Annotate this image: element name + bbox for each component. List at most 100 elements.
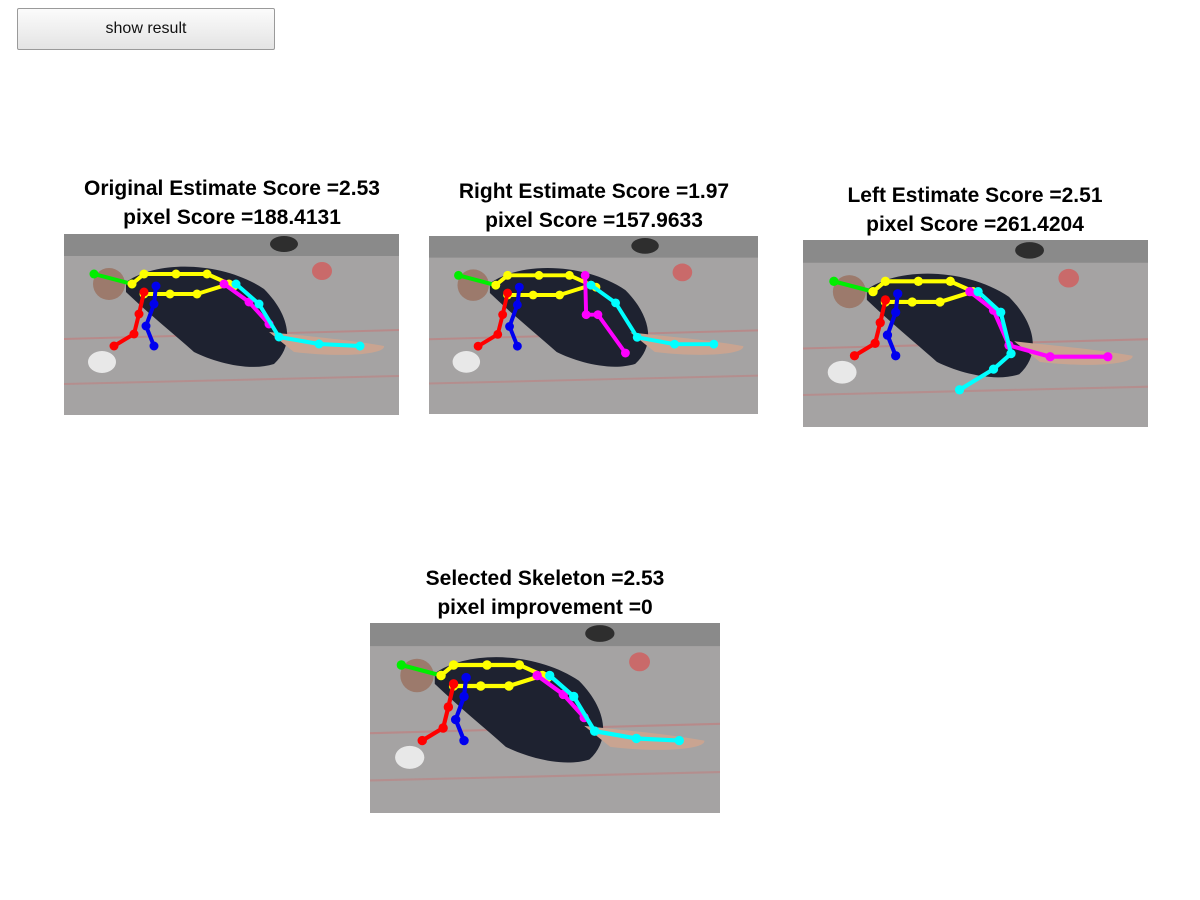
left-leg-joint	[674, 735, 684, 746]
right-arm-joint	[417, 735, 427, 746]
left-arm-joint	[149, 299, 159, 309]
sand-top-shadow	[370, 623, 720, 647]
sand-top-shadow	[803, 240, 1148, 263]
right-arm-joint	[498, 310, 508, 320]
left-leg-joint	[589, 726, 600, 736]
background-ball	[629, 652, 650, 672]
background-person	[270, 236, 298, 252]
left-arm-joint	[882, 330, 893, 340]
right-arm-limb	[420, 681, 456, 743]
right-arm-joint	[880, 295, 891, 305]
left-leg-joint	[355, 341, 365, 351]
right-arm-joint	[448, 679, 459, 689]
background-ball	[672, 263, 693, 282]
left-arm-joint	[512, 300, 522, 310]
torso-joint	[139, 269, 149, 279]
left-leg-joint	[631, 733, 642, 744]
left-estimate-title: Left Estimate Score =2.51 pixel Score =2…	[800, 181, 1150, 239]
torso-joint	[202, 269, 212, 279]
right-arm-joint	[134, 309, 144, 319]
right-leg-joint	[1103, 352, 1113, 362]
right-arm-limb	[112, 290, 146, 348]
right-arm-joint	[849, 351, 860, 361]
left-leg-joint	[632, 332, 642, 342]
head-joint	[396, 660, 407, 670]
right-arm-joint	[109, 341, 119, 351]
head-limb	[92, 272, 134, 286]
torso-joint	[127, 279, 137, 289]
torso-joint	[503, 270, 512, 280]
ball	[827, 360, 857, 384]
right-leg-limb	[583, 273, 628, 355]
left-leg-joint	[709, 339, 719, 349]
original-estimate-title: Original Estimate Score =2.53 pixel Scor…	[57, 174, 407, 232]
ball	[395, 745, 425, 769]
left-leg-joint	[314, 339, 324, 349]
left-arm-joint	[141, 321, 151, 331]
left-arm-joint	[149, 341, 159, 351]
ball	[88, 351, 116, 373]
head-joint	[829, 276, 839, 286]
torso-joint	[171, 269, 181, 279]
selected-skeleton-score: Selected Skeleton =2.53	[425, 567, 665, 590]
torso-joint	[482, 660, 492, 670]
right-arm-joint	[438, 723, 448, 733]
sand-top-shadow	[64, 234, 399, 256]
left-leg-joint	[988, 364, 999, 374]
selected-skeleton-title: Selected Skeleton =2.53 pixel improvemen…	[370, 564, 720, 622]
left-arm-limb	[885, 291, 900, 358]
background-person	[631, 237, 659, 254]
torso-joint	[935, 297, 945, 307]
head-joint	[454, 270, 463, 280]
right-arm-joint	[503, 288, 512, 298]
torso-joint	[555, 290, 565, 300]
right-arm-limb	[476, 291, 510, 349]
torso-joint	[491, 280, 501, 290]
left-arm-limb	[453, 675, 469, 743]
torso-joint	[476, 681, 486, 691]
torso-joint	[880, 276, 891, 286]
right-leg-joint	[219, 279, 229, 289]
right-leg-joint	[580, 270, 590, 280]
right-estimate-score: Right Estimate Score =1.97	[458, 180, 730, 203]
court-line	[64, 375, 399, 385]
left-leg-joint	[274, 332, 284, 342]
left-leg-joint	[1006, 348, 1016, 359]
ball	[452, 351, 481, 373]
right-arm-joint	[129, 329, 139, 339]
right-leg-joint	[532, 670, 542, 681]
right-arm-joint	[493, 329, 503, 339]
left-arm-joint	[514, 282, 524, 292]
head-limb	[831, 279, 876, 294]
left-estimate-image	[803, 240, 1148, 427]
head-limb	[399, 662, 444, 678]
right-leg-joint	[593, 310, 603, 320]
left-arm-joint	[891, 307, 901, 317]
left-leg-joint	[545, 670, 555, 681]
right-estimate-title: Right Estimate Score =1.97 pixel Score =…	[419, 177, 769, 235]
show-result-button[interactable]: show result	[17, 8, 275, 50]
left-pixel-score: pixel Score =261.4204	[866, 213, 1084, 236]
background-person	[585, 625, 615, 642]
left-arm-limb	[144, 284, 158, 348]
left-arm-limb	[507, 285, 522, 349]
left-leg-joint	[231, 279, 241, 289]
right-estimate-image	[429, 236, 758, 414]
right-arm-limb	[852, 297, 888, 358]
player-leg	[1014, 341, 1133, 365]
left-estimate-score: Left Estimate Score =2.51	[847, 184, 1103, 207]
right-pixel-score: pixel Score =157.9633	[485, 209, 703, 232]
left-arm-joint	[893, 289, 903, 299]
torso-joint	[436, 670, 446, 681]
right-arm-joint	[443, 702, 454, 712]
right-leg-joint	[620, 348, 630, 358]
torso-joint	[907, 297, 917, 307]
left-leg-joint	[569, 691, 579, 702]
court-line	[803, 385, 1148, 397]
torso-joint	[565, 270, 574, 280]
right-leg-joint	[1045, 352, 1055, 362]
torso-joint	[514, 660, 525, 670]
right-leg-joint	[581, 310, 591, 320]
background-ball	[312, 262, 332, 280]
original-estimate-score: Original Estimate Score =2.53	[84, 177, 380, 200]
